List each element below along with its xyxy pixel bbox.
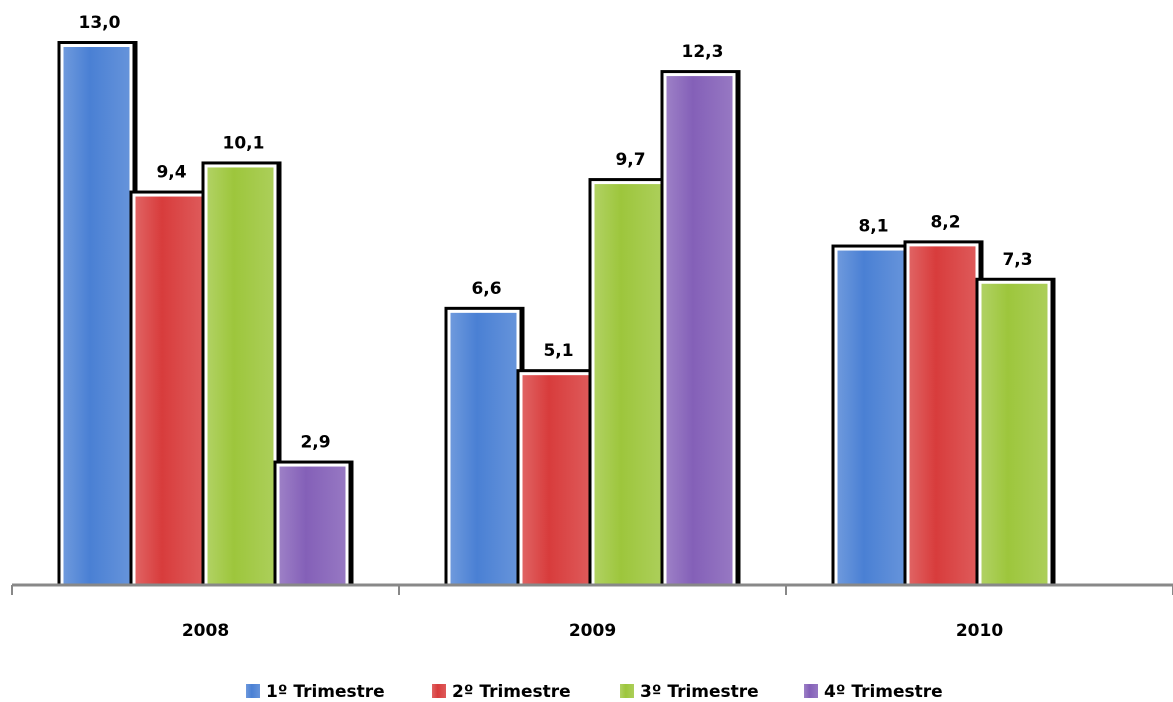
bar-group <box>516 369 597 585</box>
bar-group <box>129 190 210 586</box>
legend-label: 4º Trimestre <box>824 682 943 702</box>
bar-group <box>660 70 741 586</box>
value-label: 2,9 <box>300 433 330 453</box>
bar-group <box>444 306 525 585</box>
bar-group <box>588 178 669 586</box>
value-label: 8,1 <box>858 217 888 237</box>
value-label: 10,1 <box>223 133 265 153</box>
bar <box>207 167 274 585</box>
bar <box>279 466 346 585</box>
legend-swatch <box>804 684 818 698</box>
legend-label: 3º Trimestre <box>640 682 759 702</box>
value-label: 7,3 <box>1002 250 1032 270</box>
bar-group <box>831 244 912 586</box>
bar <box>837 250 904 586</box>
bar <box>594 184 661 586</box>
bar <box>666 76 733 586</box>
bar-group <box>273 460 354 585</box>
legend-swatch <box>432 684 446 698</box>
bar <box>63 47 130 585</box>
legend-swatch <box>620 684 634 698</box>
bar <box>909 246 976 585</box>
bar-group <box>201 161 282 585</box>
value-label: 5,1 <box>543 341 573 361</box>
value-label: 9,7 <box>615 150 645 170</box>
bar-group <box>903 240 984 585</box>
value-label: 6,6 <box>471 279 501 299</box>
x-tick-label: 2008 <box>182 621 229 641</box>
bar-group <box>975 277 1056 585</box>
bar <box>450 312 517 585</box>
x-tick-label: 2009 <box>569 621 616 641</box>
bar <box>981 283 1048 585</box>
value-label: 9,4 <box>156 163 186 183</box>
value-label: 12,3 <box>682 42 724 62</box>
value-label: 8,2 <box>930 212 960 232</box>
legend-label: 1º Trimestre <box>266 682 385 702</box>
legend-label: 2º Trimestre <box>452 682 571 702</box>
legend-swatch <box>246 684 260 698</box>
bar <box>135 196 202 586</box>
bar <box>522 375 589 585</box>
value-label: 13,0 <box>79 13 121 33</box>
x-tick-label: 2010 <box>956 621 1003 641</box>
bar-group <box>57 41 138 585</box>
